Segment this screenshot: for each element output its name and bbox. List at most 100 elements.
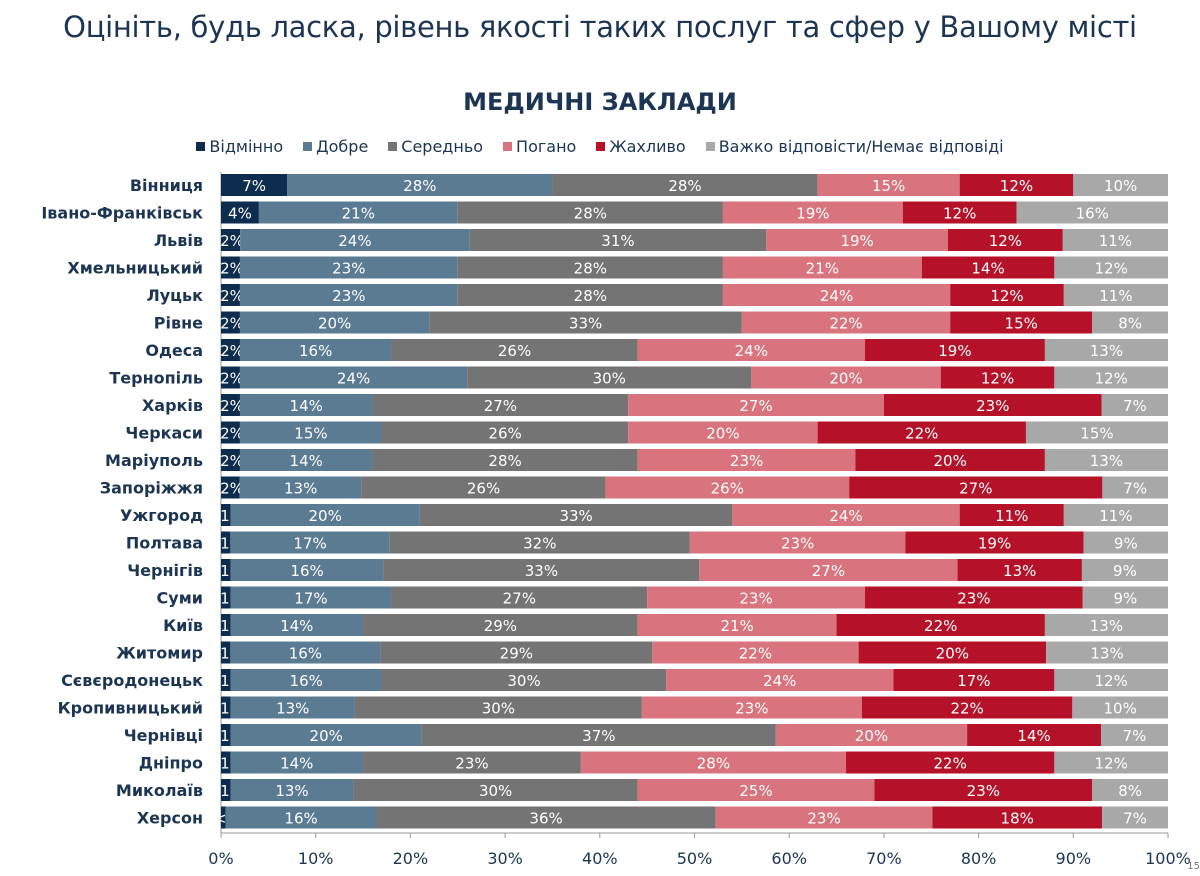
- bar-segment: [221, 339, 240, 361]
- data-label: 26%: [498, 342, 531, 360]
- bar-segment: [855, 449, 1045, 471]
- data-label: 23%: [781, 535, 814, 553]
- bar-segment: [221, 669, 231, 691]
- data-label: 7%: [1123, 810, 1147, 828]
- bar-segment: [921, 256, 1055, 279]
- data-label: 13%: [1090, 342, 1123, 360]
- data-label: 24%: [338, 232, 371, 250]
- data-label: 2%: [220, 287, 244, 305]
- data-label: 12%: [1095, 370, 1128, 388]
- bar-segment: [1062, 229, 1168, 251]
- bar-segment: [372, 449, 638, 471]
- bar-segment: [732, 504, 960, 526]
- bar-segment: [846, 751, 1055, 774]
- bar-segment: [361, 476, 606, 499]
- data-label: 22%: [739, 645, 772, 663]
- bar-segment: [221, 174, 288, 196]
- category-label: Одеса: [145, 341, 203, 360]
- bar-segment: [221, 394, 240, 416]
- bar-segment: [457, 201, 723, 224]
- bar-segment: [258, 201, 458, 224]
- bar-segment: [239, 476, 362, 499]
- data-label: 12%: [943, 205, 976, 223]
- bar-segment: [221, 504, 231, 526]
- data-label: 24%: [337, 370, 370, 388]
- category-label: Харків: [142, 396, 203, 415]
- data-label: 15%: [1005, 315, 1038, 333]
- data-label: 11%: [1099, 232, 1132, 250]
- data-label: 21%: [806, 260, 839, 278]
- bar-segment: [817, 421, 1026, 444]
- category-label: Тернопіль: [109, 369, 203, 388]
- bar-segment: [637, 779, 875, 801]
- bar-segment: [363, 614, 638, 636]
- bar-segment: [230, 559, 384, 581]
- bar-segment: [239, 421, 382, 444]
- bar-segment: [637, 339, 865, 361]
- data-label: 2%: [220, 260, 244, 278]
- data-label: 16%: [289, 645, 322, 663]
- data-label: 30%: [482, 700, 515, 718]
- bar-segment: [652, 641, 859, 664]
- data-label: 23%: [332, 260, 365, 278]
- bar-segment: [1073, 174, 1168, 196]
- data-label: 27%: [484, 397, 517, 415]
- data-label: 22%: [905, 425, 938, 443]
- bar-segment: [239, 311, 430, 334]
- chart-title: МЕДИЧНІ ЗАКЛАДИ: [463, 88, 737, 116]
- bar-segment: [722, 201, 903, 224]
- bar-segment: [372, 394, 629, 416]
- x-tick-label: 30%: [487, 849, 523, 868]
- data-label: 4%: [228, 205, 252, 223]
- data-label: 20%: [706, 425, 739, 443]
- data-label: 30%: [593, 370, 626, 388]
- bar-segment: [957, 559, 1082, 581]
- bar-segment: [580, 751, 847, 774]
- bar-segment: [221, 559, 231, 581]
- bar-segment: [959, 174, 1074, 196]
- data-label: 13%: [284, 480, 317, 498]
- data-label: 2%: [220, 425, 244, 443]
- data-label: 28%: [574, 287, 607, 305]
- bar-segment: [1101, 394, 1168, 416]
- category-label: Чернівці: [124, 726, 203, 745]
- category-label: Чернігів: [127, 561, 203, 580]
- data-label: 23%: [739, 590, 772, 608]
- bar-segment: [230, 504, 420, 526]
- bar-segment: [239, 366, 468, 389]
- data-label: 16%: [290, 672, 323, 690]
- data-label: 16%: [299, 342, 332, 360]
- bar-segment: [1092, 779, 1168, 801]
- data-label: 25%: [739, 782, 772, 800]
- data-label: 19%: [978, 535, 1011, 553]
- category-label: Херсон: [137, 809, 203, 828]
- data-label: 8%: [1118, 782, 1142, 800]
- data-label: 24%: [735, 342, 768, 360]
- data-label: 36%: [529, 810, 562, 828]
- data-label: 2%: [220, 370, 244, 388]
- bar-segment: [467, 366, 752, 389]
- bar-segment: [457, 256, 723, 279]
- bar-segment: [864, 586, 1083, 609]
- x-tick-label: 100%: [1145, 849, 1191, 868]
- bar-segment: [1046, 641, 1168, 664]
- category-label: Кропивницький: [58, 699, 203, 718]
- data-label: 12%: [1000, 177, 1033, 195]
- bar-segment: [381, 421, 629, 444]
- bar-segment: [858, 641, 1047, 664]
- bar-segment: [383, 559, 700, 581]
- bar-segment: [381, 669, 667, 691]
- bar-segment: [647, 586, 865, 609]
- data-label: 23%: [455, 755, 488, 773]
- data-label: 27%: [503, 590, 536, 608]
- bar-segment: [221, 531, 231, 554]
- data-label: 30%: [507, 672, 540, 690]
- bar-segment: [689, 531, 906, 554]
- data-label: 24%: [829, 507, 862, 525]
- bar-segment: [741, 311, 951, 334]
- data-label: 37%: [582, 727, 615, 745]
- legend-item: Відмінно: [196, 137, 283, 156]
- bar-segment: [766, 229, 948, 251]
- bar-segment: [221, 476, 240, 499]
- category-label: Луцьк: [146, 286, 203, 305]
